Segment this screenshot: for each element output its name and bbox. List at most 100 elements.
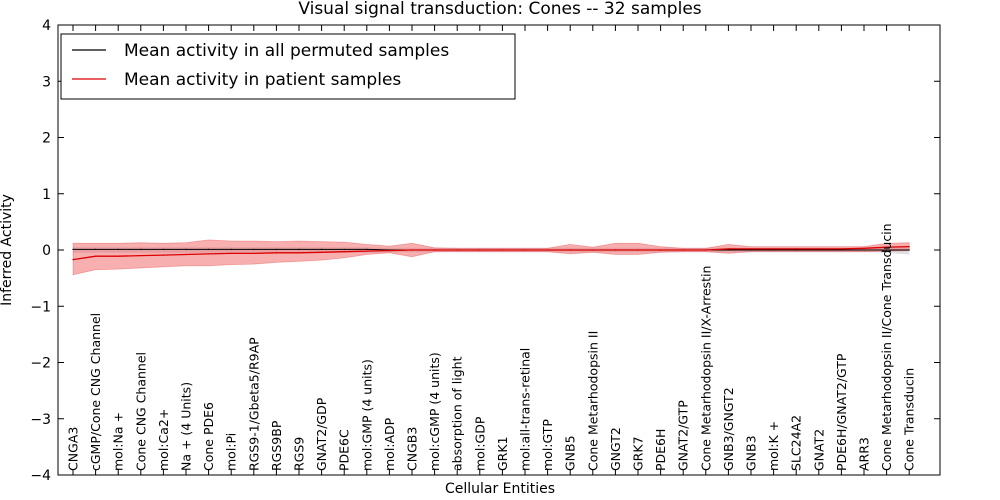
legend-label-permuted: Mean activity in all permuted samples	[124, 41, 449, 61]
y-tick-label: −2	[30, 356, 51, 372]
point-patient	[840, 248, 843, 250]
point-patient	[298, 252, 300, 254]
point-permuted	[908, 249, 910, 251]
point-permuted	[208, 248, 210, 250]
point-patient	[750, 248, 752, 250]
x-tick-label: GNGT2	[608, 427, 623, 471]
point-permuted	[72, 248, 74, 250]
x-tick-label: GNAT2	[811, 429, 826, 471]
x-tick-label: mol:all-trans-retinal	[518, 348, 533, 471]
point-permuted	[185, 248, 187, 250]
point-patient	[501, 249, 503, 251]
point-patient	[117, 255, 119, 257]
x-tick-label: mol:GDP	[472, 416, 487, 471]
point-patient	[479, 249, 481, 251]
legend: Mean activity in all permuted samples Me…	[60, 33, 516, 100]
point-patient	[637, 249, 639, 251]
x-tick-label: absorption of light	[450, 356, 465, 471]
x-tick-label: RGS9	[292, 437, 307, 471]
x-tick-label: mol:GMP (4 units)	[359, 359, 374, 471]
legend-box	[60, 33, 516, 100]
point-patient	[388, 250, 390, 252]
x-tick-label: Cone CNG Channel	[133, 352, 148, 471]
series-lines	[72, 245, 910, 261]
y-tick-label: 1	[42, 187, 51, 203]
x-tick-label: GNB3/GNGT2	[721, 387, 736, 471]
y-tick-labels: −4 −3 −2 −1 0 1 2 3 4	[30, 18, 940, 484]
x-tick-label: CNGA3	[66, 427, 81, 471]
point-permuted	[840, 249, 843, 251]
point-patient	[72, 259, 74, 261]
point-patient	[343, 251, 345, 253]
x-tick-label: Cone Metarhodopsin II/X-Arrestin	[698, 266, 713, 471]
point-patient	[275, 252, 277, 254]
x-tick-label: PDE6C	[337, 429, 352, 471]
x-tick-label: GNB5	[563, 435, 578, 471]
point-permuted	[818, 249, 820, 251]
x-tick-label: mol:GTP	[540, 419, 555, 471]
point-patient	[727, 248, 730, 250]
y-tick-label: 2	[42, 131, 51, 147]
point-patient	[434, 249, 436, 251]
point-patient	[547, 249, 549, 251]
point-permuted	[95, 248, 97, 250]
y-tick-label: −4	[30, 468, 51, 484]
point-patient	[456, 249, 458, 251]
x-tick-label: GNB3	[744, 435, 759, 471]
y-tick-label: 3	[42, 74, 51, 90]
band-patient	[72, 239, 910, 276]
x-tick-label: GNAT2/GDP	[314, 397, 329, 471]
point-patient	[682, 249, 684, 251]
x-tick-label: Cone Metarhodopsin II	[585, 331, 600, 471]
point-patient	[411, 249, 413, 251]
point-patient	[818, 248, 820, 250]
x-tick-label: RGS9-1/Gbeta5/R9AP	[246, 337, 261, 471]
point-patient	[162, 254, 164, 256]
y-axis-label: Inferred Activity	[0, 194, 15, 306]
point-permuted	[886, 249, 888, 251]
x-tick-labels: CNGA3 cGMP/Cone CNG Channel mol:Na + Cone C…	[66, 25, 917, 475]
point-permuted	[343, 248, 345, 250]
point-patient	[524, 249, 526, 251]
point-patient	[795, 248, 797, 250]
point-patient	[705, 249, 707, 251]
legend-label-patient: Mean activity in patient samples	[124, 70, 401, 90]
x-tick-label: SLC24A2	[789, 415, 804, 471]
point-patient	[366, 250, 368, 252]
point-patient	[863, 247, 865, 249]
point-permuted	[727, 249, 730, 251]
point-patient	[95, 255, 97, 257]
point-patient	[185, 253, 187, 256]
x-tick-label: mol:cGMP (4 units)	[427, 352, 442, 471]
x-axis-label: Cellular Entities	[445, 481, 555, 497]
point-patient	[592, 249, 594, 251]
point-permuted	[366, 248, 368, 250]
point-permuted	[275, 248, 277, 250]
x-tick-label: GRK7	[631, 436, 646, 471]
x-tick-label: Na + (4 Units)	[179, 382, 194, 471]
point-patient	[253, 252, 255, 254]
chart-title: Visual signal transduction: Cones -- 32 …	[298, 0, 701, 19]
x-tick-label: mol:Ca2+	[156, 409, 171, 471]
x-tick-label: CNGB3	[405, 427, 420, 471]
point-patient	[660, 249, 662, 251]
x-tick-label: mol:ADP	[382, 417, 397, 471]
confidence-bands	[72, 239, 910, 276]
point-patient	[321, 251, 323, 253]
point-patient	[614, 249, 617, 251]
point-patient	[140, 255, 142, 257]
x-tick-label: ARR3	[857, 437, 872, 471]
point-permuted	[253, 248, 255, 250]
x-tick-label: GNAT2/GTP	[676, 400, 691, 471]
point-patient	[886, 246, 888, 248]
x-tick-label: GRK1	[495, 436, 510, 471]
point-patient	[908, 246, 910, 248]
point-permuted	[162, 248, 164, 250]
x-tick-label: Cone Metarhodopsin II/Cone Transducin	[879, 223, 894, 471]
x-tick-label: PDE6H	[653, 429, 668, 471]
x-tick-label: RGS9BP	[269, 420, 284, 471]
point-permuted	[230, 248, 232, 250]
point-permuted	[773, 249, 775, 251]
point-permuted	[795, 249, 797, 251]
